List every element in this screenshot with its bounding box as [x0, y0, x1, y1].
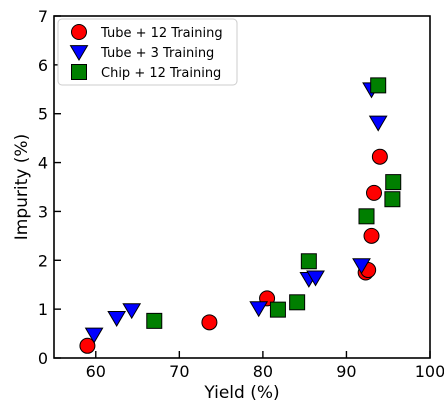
data-point-0-5 [363, 227, 380, 244]
data-point-2-4 [358, 208, 375, 225]
x-tick-label-4: 100 [415, 362, 444, 381]
x-tick-label-0: 60 [86, 362, 106, 381]
axes-frame [53, 15, 431, 359]
x-axis-label: Yield (%) [203, 383, 279, 400]
data-point-2-3 [300, 253, 317, 270]
data-point-1-2 [122, 303, 142, 320]
legend-label-1: Tube + 3 Training [100, 46, 214, 61]
data-point-0-1 [201, 314, 218, 331]
legend-label-0: Tube + 12 Training [100, 26, 223, 41]
data-point-1-1 [107, 311, 127, 327]
plot-layer [79, 77, 402, 354]
series-1 [84, 82, 388, 344]
series-0 [79, 148, 388, 354]
y-tick-label-0: 0 [38, 349, 48, 368]
data-point-0-6 [366, 184, 383, 201]
y-tick-label-7: 7 [38, 7, 48, 26]
data-point-0-0 [79, 337, 96, 354]
data-point-2-2 [289, 294, 306, 311]
data-point-2-6 [384, 191, 401, 208]
legend-marker-0 [71, 24, 87, 40]
data-point-1-6 [352, 258, 371, 275]
ticks-layer: 60 70 80 90 100 0 1 2 3 4 5 6 7 [38, 7, 444, 381]
legend-marker-1 [69, 45, 89, 62]
series-2 [146, 77, 402, 329]
x-tick-label-1: 70 [169, 362, 189, 381]
legend-box [57, 18, 238, 86]
legend-label-2: Chip + 12 Training [101, 66, 221, 81]
data-point-1-5 [306, 270, 325, 287]
data-point-1-0 [84, 327, 104, 344]
y-tick-label-5: 5 [38, 105, 48, 124]
data-point-2-7 [385, 174, 402, 191]
x-tick-label-3: 90 [336, 362, 356, 381]
y-tick-label-1: 1 [38, 300, 48, 319]
y-axis-label: Impurity (%) [12, 134, 32, 240]
legend: Tube + 12 Training Tube + 3 Training Chip … [57, 18, 238, 86]
data-point-1-3 [249, 301, 269, 318]
legend-marker-2 [71, 64, 87, 80]
y-tick-label-4: 4 [38, 154, 48, 173]
data-point-2-1 [269, 301, 286, 318]
data-point-1-8 [368, 115, 388, 132]
y-tick-label-2: 2 [38, 251, 48, 270]
y-tick-label-6: 6 [38, 56, 48, 75]
data-point-2-0 [146, 312, 163, 329]
y-tick-label-3: 3 [38, 202, 48, 221]
x-tick-label-2: 80 [253, 362, 273, 381]
data-point-0-7 [371, 148, 388, 165]
data-point-2-5 [370, 77, 387, 94]
legend-entries: Tube + 12 Training Tube + 3 Training Chip … [69, 24, 223, 81]
